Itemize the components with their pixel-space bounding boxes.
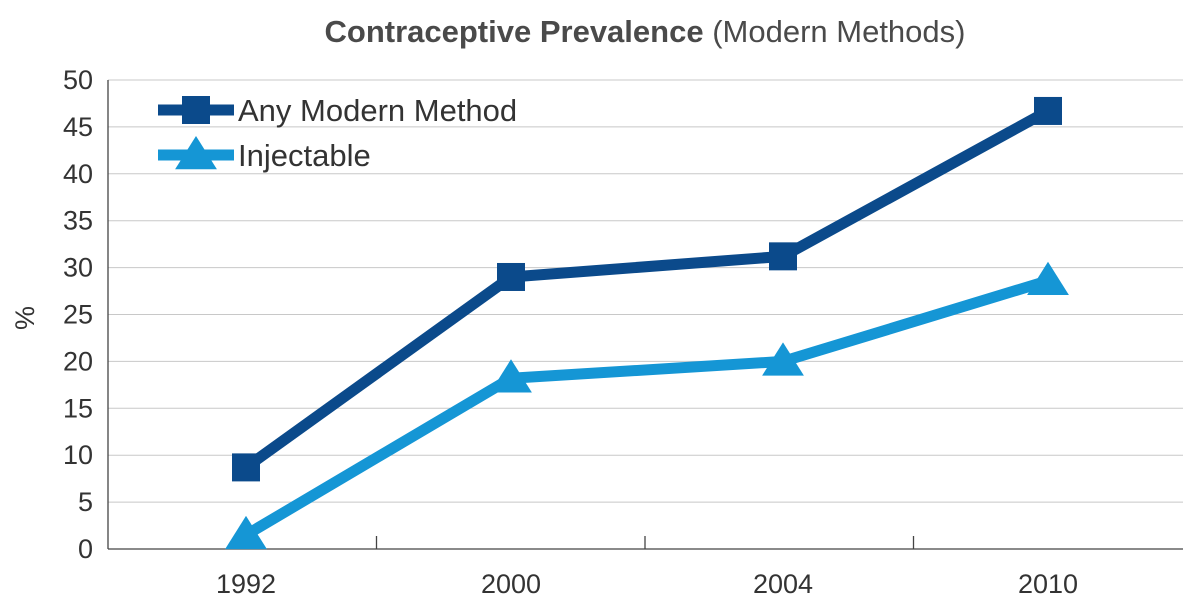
axes [107, 80, 1183, 550]
x-tick-labels: 1992 2000 2004 2010 [216, 569, 1078, 599]
legend-marker [182, 96, 210, 124]
y-tick-label: 10 [63, 440, 93, 470]
x-tick-label: 2004 [753, 569, 813, 599]
legend-entry: Injectable [158, 136, 371, 173]
y-tick-label: 30 [63, 253, 93, 283]
y-axis-label: % [10, 306, 40, 330]
y-tick-labels: 0 5 10 15 20 25 30 35 40 45 50 [63, 65, 93, 564]
x-tick-label: 2000 [481, 569, 541, 599]
series-line [242, 106, 1051, 472]
y-tick-label: 15 [63, 393, 93, 423]
x-tick-label: 1992 [216, 569, 276, 599]
legend-entry: Any Modern Method [158, 93, 517, 128]
series [225, 96, 1069, 550]
data-point [490, 359, 532, 393]
series-any-modern-method [232, 96, 1062, 482]
data-point [762, 342, 804, 376]
data-point [497, 262, 525, 291]
data-point [225, 515, 267, 550]
gridlines [108, 79, 1183, 503]
y-tick-label: 20 [63, 346, 93, 376]
x-tick-label: 2010 [1018, 569, 1078, 599]
chart-title: Contraceptive Prevalence (Modern Methods… [0, 14, 1183, 50]
legend-label: Any Modern Method [238, 93, 517, 128]
data-point [769, 242, 797, 271]
chart-title-sub: (Modern Methods) [712, 14, 966, 49]
legend-label: Injectable [238, 138, 371, 173]
series-injectable [225, 261, 1069, 550]
y-tick-label: 5 [78, 487, 93, 517]
series-line [243, 275, 1050, 540]
y-tick-label: 50 [63, 65, 93, 95]
y-tick-label: 0 [78, 534, 93, 564]
y-tick-label: 40 [63, 159, 93, 189]
legend-marker [175, 136, 217, 170]
y-tick-label: 25 [63, 300, 93, 330]
data-point [1034, 96, 1062, 125]
data-point [232, 453, 260, 482]
y-tick-label: 35 [63, 206, 93, 236]
chart-title-main: Contraceptive Prevalence [324, 14, 704, 49]
legend: Any Modern Method Injectable [158, 93, 517, 173]
data-point [1027, 261, 1069, 295]
y-tick-label: 45 [63, 112, 93, 142]
